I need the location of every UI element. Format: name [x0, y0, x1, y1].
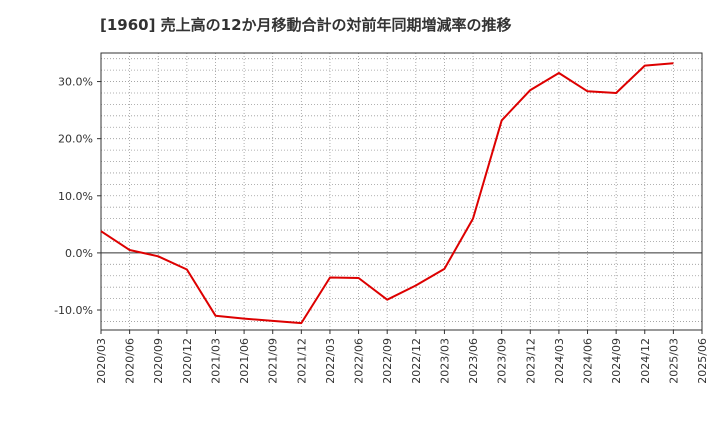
- x-tick-label: 2022/06: [353, 338, 366, 384]
- chart-title: [1960] 売上高の12か月移動合計の対前年同期増減率の推移: [100, 16, 512, 34]
- series-layer: [100, 62, 674, 325]
- x-tick-label: 2020/06: [124, 338, 137, 384]
- x-tick-labels: 2020/03 2020/06 2020/09 2020/12 2021/03 2021/…: [95, 338, 709, 384]
- x-tick-label: 2021/06: [238, 338, 251, 384]
- y-tick-label: 10.0%: [58, 190, 93, 203]
- x-tick-label: 2024/06: [582, 338, 595, 384]
- x-tick-label: 2023/12: [524, 338, 537, 384]
- x-tick-label: 2023/09: [496, 338, 509, 384]
- x-tick-label: 2020/09: [152, 338, 165, 384]
- y-tick-label: 20.0%: [58, 133, 93, 146]
- y-tick-labels: -10.0% 0.0% 10.0% 20.0% 30.0%: [54, 76, 93, 317]
- x-tick-label: 2021/09: [267, 338, 280, 384]
- x-tick-label: 2024/03: [553, 338, 566, 384]
- x-tick-label: 2022/09: [381, 338, 394, 384]
- plot-area: [101, 53, 702, 330]
- x-tick-label: 2020/03: [95, 338, 108, 384]
- x-tick-label: 2025/03: [667, 338, 680, 384]
- y-tick-label: 0.0%: [65, 247, 93, 260]
- x-tick-label: 2021/12: [295, 338, 308, 384]
- x-tick-label: 2022/03: [324, 338, 337, 384]
- x-tick-label: 2024/09: [610, 338, 623, 384]
- axes: [97, 52, 703, 334]
- grid-lines: [100, 53, 703, 330]
- x-tick-label: 2020/12: [181, 338, 194, 384]
- x-tick-label: 2025/06: [696, 338, 709, 384]
- x-tick-label: 2022/12: [410, 338, 423, 384]
- x-tick-label: 2024/12: [639, 338, 652, 384]
- y-tick-label: -10.0%: [54, 304, 93, 317]
- y-tick-label: 30.0%: [58, 76, 93, 89]
- plot-border: [100, 52, 703, 331]
- x-tick-label: 2021/03: [209, 338, 222, 384]
- x-tick-label: 2023/06: [467, 338, 480, 384]
- x-tick-label: 2023/03: [438, 338, 451, 384]
